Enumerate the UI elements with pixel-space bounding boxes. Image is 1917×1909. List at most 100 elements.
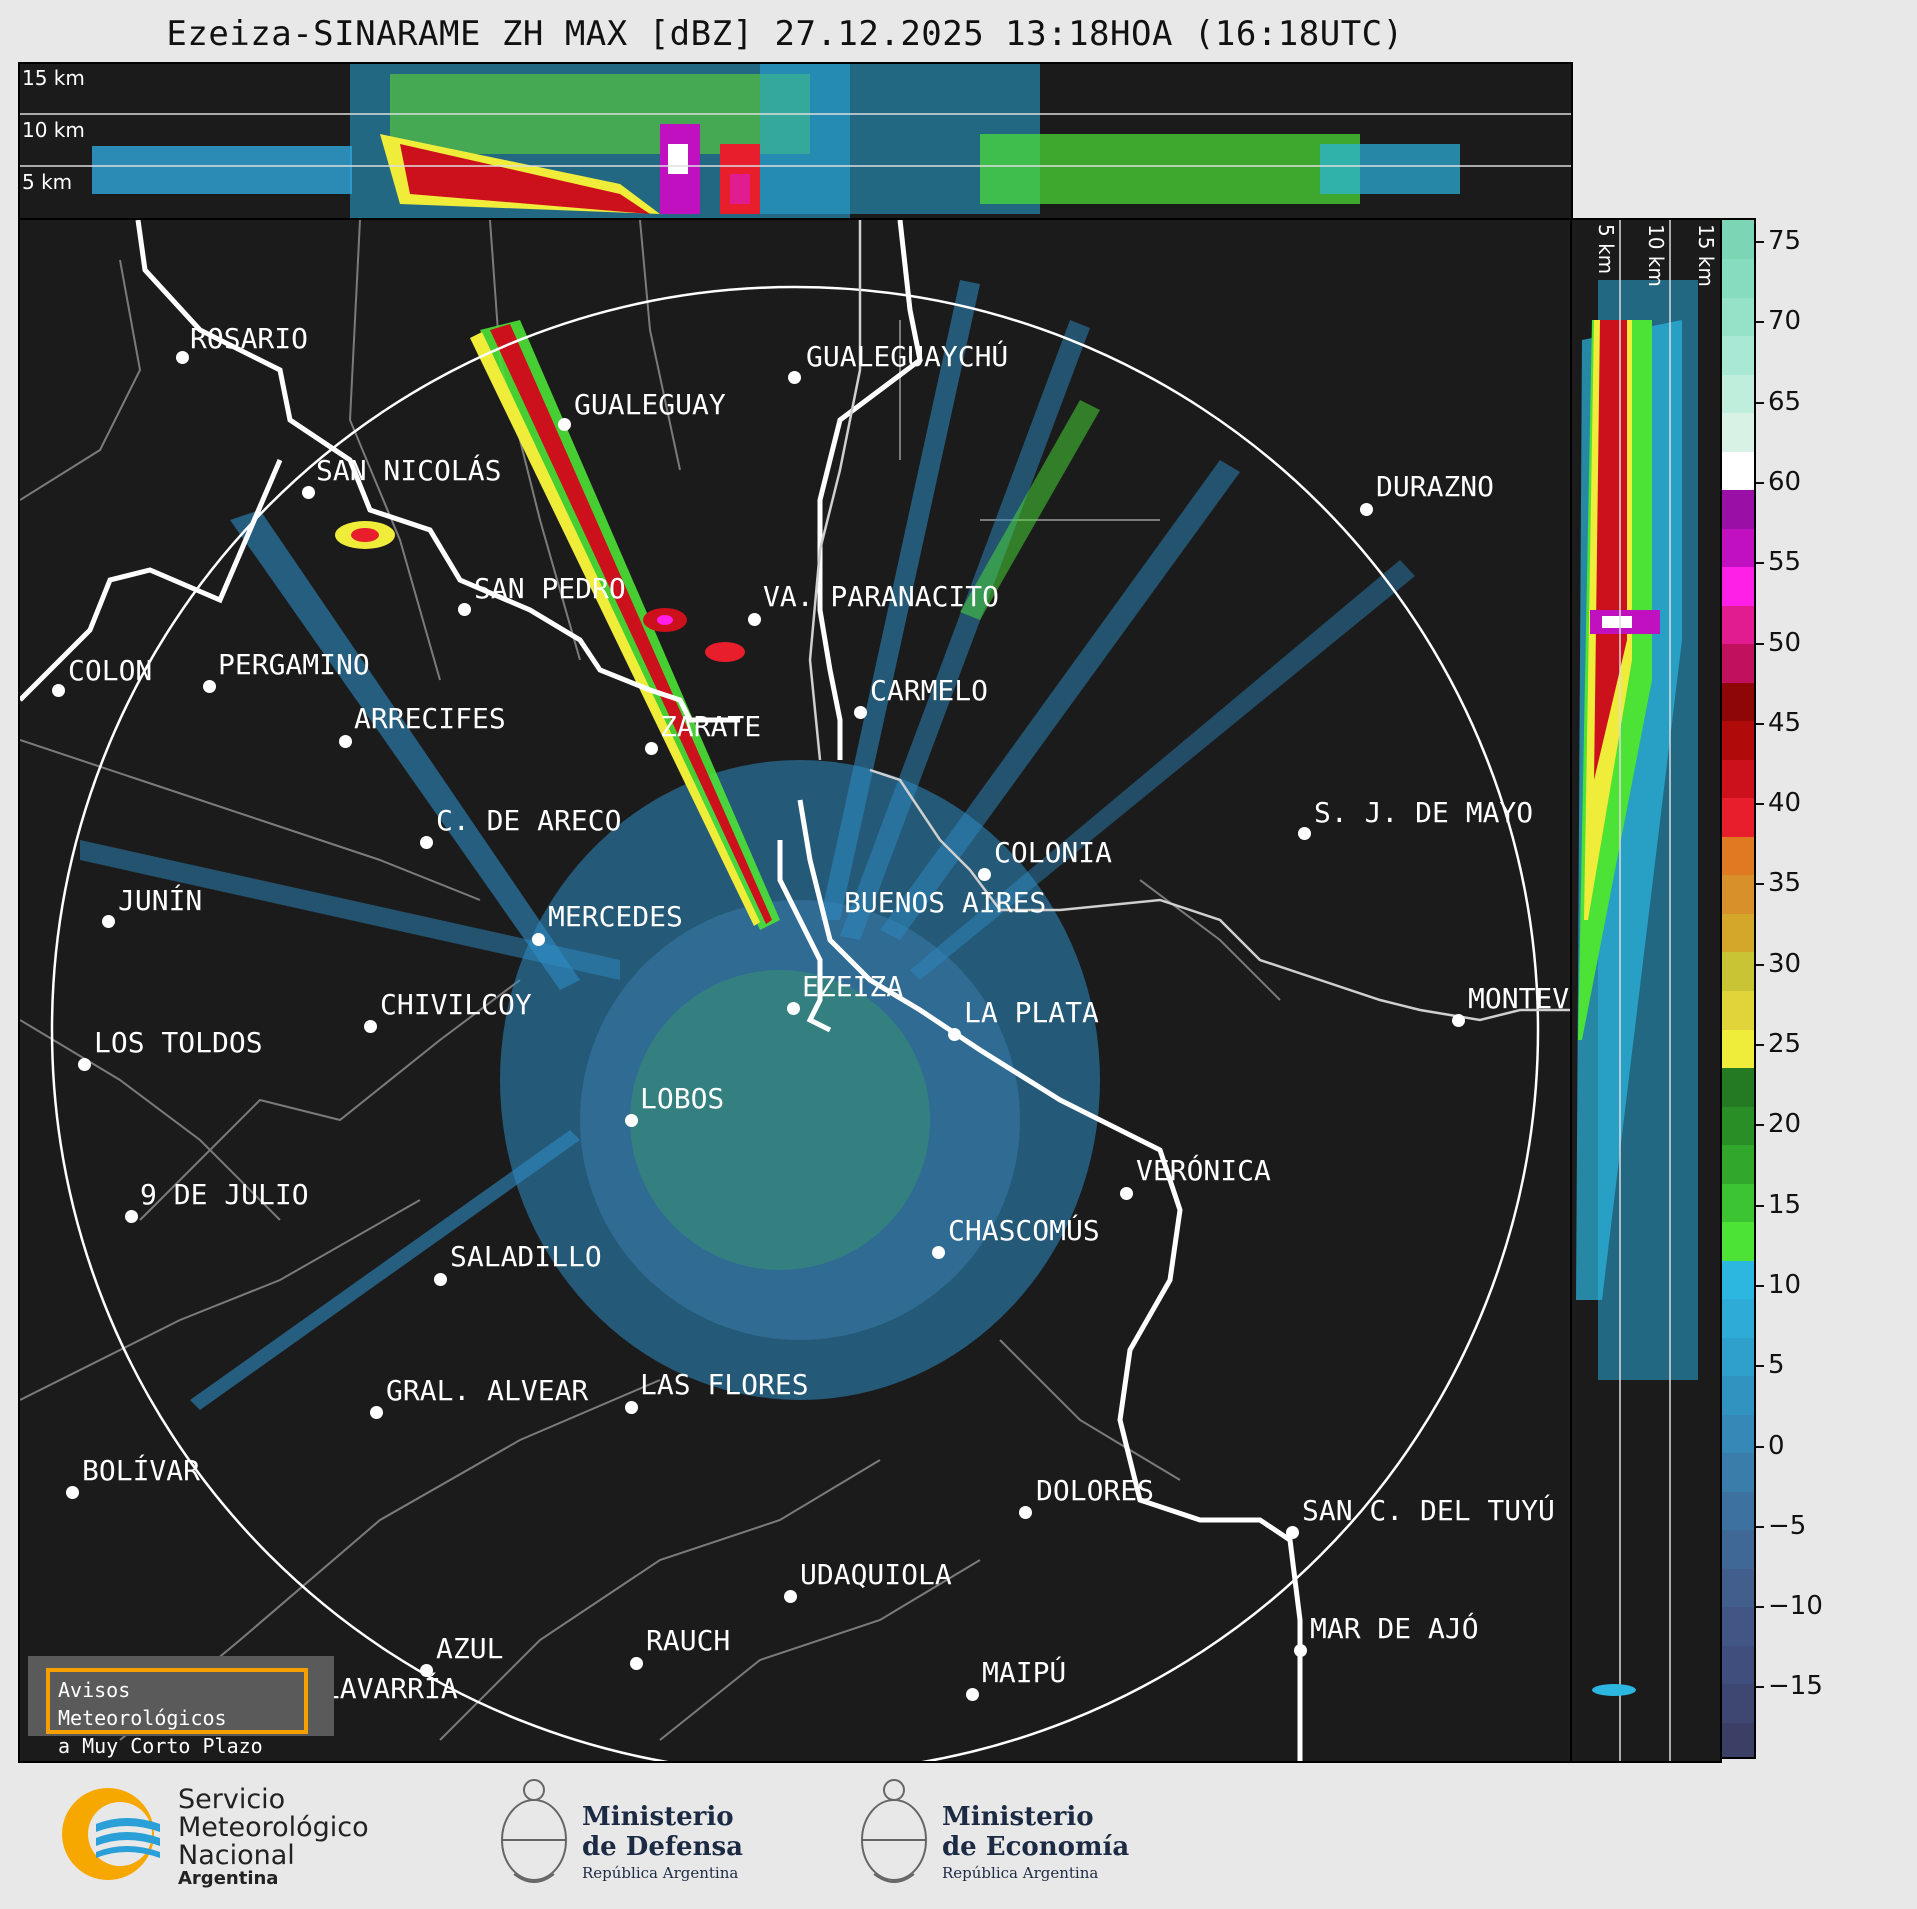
colorbar-band <box>1722 720 1754 760</box>
city-label-mercedes: MERCEDES <box>548 900 683 933</box>
colorbar-band <box>1722 258 1754 298</box>
height-label-10km: 10 km <box>22 118 85 142</box>
city-label-bolivar: BOLÍVAR <box>82 1454 201 1487</box>
city-label-durazno: DURAZNO <box>1376 470 1495 503</box>
city-label-los-toldos: LOS TOLDOS <box>94 1026 263 1059</box>
colorbar-tick-label: 10 <box>1755 1270 1801 1300</box>
city-dot-las-flores <box>625 1401 638 1414</box>
colorbar-band <box>1722 1298 1754 1338</box>
coastline <box>808 220 1571 1022</box>
side-height-label-10km: 10 km <box>1644 224 1668 287</box>
economia-line-3: República Argentina <box>942 1864 1099 1882</box>
economia-logo: Ministerio de Economía República Argenti… <box>854 1774 1134 1894</box>
city-dot-montevideo <box>1452 1014 1465 1027</box>
avisos-box[interactable]: Avisos Meteorológicos a Muy Corto Plazo <box>28 1656 334 1758</box>
colorbar-band <box>1722 566 1754 606</box>
radar-map: ROSARIO GUALEGUAYCHÚ GUALEGUAY SAN NICOL… <box>18 218 1573 1763</box>
defensa-line-2: de Defensa <box>582 1832 743 1862</box>
colorbar-band <box>1722 1221 1754 1261</box>
country-borders <box>20 220 1303 1761</box>
avisos-link[interactable]: Avisos Meteorológicos a Muy Corto Plazo <box>46 1668 308 1758</box>
city-label-colon: COLON <box>68 654 153 687</box>
colorbar-band <box>1722 1067 1754 1107</box>
city-dot-chivilcoy <box>364 1020 377 1033</box>
city-label-las-flores: LAS FLORES <box>640 1368 809 1401</box>
side-height-label-5km: 5 km <box>1594 224 1618 275</box>
city-dot-azul <box>420 1664 433 1677</box>
top-cross-section: 15 km 10 km 5 km <box>18 62 1573 220</box>
city-dot-san-pedro <box>458 603 471 616</box>
city-label-montevideo: MONTEV <box>1468 982 1570 1015</box>
colorbar-band <box>1722 374 1754 414</box>
side-cross-section-svg <box>1576 220 1698 1761</box>
colorbar-band <box>1722 297 1754 337</box>
colorbar-band <box>1722 1452 1754 1492</box>
colorbar-band <box>1722 913 1754 953</box>
defensa-line-1: Ministerio <box>582 1802 734 1832</box>
range-ring <box>50 285 1540 1761</box>
colorbar-band <box>1722 759 1754 799</box>
city-dot-junin <box>102 915 115 928</box>
colorbar-tick-label: 30 <box>1755 949 1801 979</box>
colorbar-band <box>1722 1183 1754 1223</box>
side-height-label-15km: 15 km <box>1694 224 1718 287</box>
side-cross-section: 5 km 10 km 15 km <box>1570 218 1722 1763</box>
city-label-ezeiza: EZEIZA <box>802 970 904 1003</box>
city-dot-gualeguay <box>558 418 571 431</box>
city-label-rauch: RAUCH <box>646 1624 731 1657</box>
colorbar-band <box>1722 1645 1754 1685</box>
city-label-sj-de-mayo: S. J. DE MAYO <box>1314 796 1534 829</box>
city-label-9-de-julio: 9 DE JULIO <box>140 1178 309 1211</box>
city-label-pergamino: PERGAMINO <box>218 648 370 681</box>
radar-map-svg <box>20 220 1571 1761</box>
colorbar-tick-label: 25 <box>1755 1029 1801 1059</box>
city-dot-colon <box>52 684 65 697</box>
colorbar-tick-label: 70 <box>1755 306 1801 336</box>
city-label-va-paranacito: VA. PARANACITO <box>763 580 1000 613</box>
colorbar-band <box>1722 335 1754 375</box>
colorbar-tick-label: 50 <box>1755 628 1801 658</box>
city-dot-mercedes <box>532 933 545 946</box>
city-dot-lobos <box>625 1114 638 1127</box>
city-label-zarate: ZÁRATE <box>660 710 762 743</box>
top-cross-section-svg <box>20 64 1571 218</box>
defensa-logo: Ministerio de Defensa República Argentin… <box>494 1774 754 1894</box>
city-dot-saladillo <box>434 1273 447 1286</box>
colorbar-tick-label: 35 <box>1755 868 1801 898</box>
colorbar-tick-label: 20 <box>1755 1109 1801 1139</box>
colorbar-band <box>1722 951 1754 991</box>
colorbar-band <box>1722 1375 1754 1415</box>
colorbar-band <box>1722 990 1754 1030</box>
city-dot-c-de-areco <box>420 836 433 849</box>
city-label-carmelo: CARMELO <box>870 674 989 707</box>
city-dot-9-de-julio <box>125 1210 138 1223</box>
avisos-line-1: Avisos Meteorológicos <box>58 1678 227 1730</box>
city-label-udaquiola: UDAQUIOLA <box>800 1558 952 1591</box>
colorbar-band <box>1722 1029 1754 1069</box>
city-label-saladillo: SALADILLO <box>450 1240 602 1273</box>
colorbar-band <box>1722 1337 1754 1377</box>
city-dot-mar-de-ajo <box>1294 1644 1307 1657</box>
city-label-colonia: COLONIA <box>994 836 1113 869</box>
city-label-san-nicolas: SAN NICOLÁS <box>316 454 502 487</box>
colorbar-band <box>1722 836 1754 876</box>
economia-line-1: Ministerio <box>942 1802 1094 1832</box>
height-label-15km: 15 km <box>22 66 85 90</box>
city-label-junin: JUNÍN <box>118 884 203 917</box>
city-label-lobos: LOBOS <box>640 1082 725 1115</box>
smn-line-2: Meteorológico <box>178 1812 369 1843</box>
city-label-san-pedro: SAN PEDRO <box>474 572 626 605</box>
colorbar-band <box>1722 412 1754 452</box>
city-dot-sj-de-mayo <box>1298 827 1311 840</box>
city-label-chivilcoy: CHIVILCOY <box>380 988 532 1021</box>
defensa-line-3: República Argentina <box>582 1864 739 1882</box>
colorbar-band <box>1722 797 1754 837</box>
colorbar-band <box>1722 528 1754 568</box>
city-label-maipu: MAIPÚ <box>982 1656 1067 1689</box>
colorbar-tick-label: 75 <box>1755 226 1801 256</box>
city-label-azul: AZUL <box>436 1632 504 1665</box>
colorbar-band <box>1722 1144 1754 1184</box>
city-dot-san-nicolas <box>302 486 315 499</box>
colorbar-tick-label: −5 <box>1755 1511 1806 1541</box>
colorbar-band <box>1722 643 1754 683</box>
